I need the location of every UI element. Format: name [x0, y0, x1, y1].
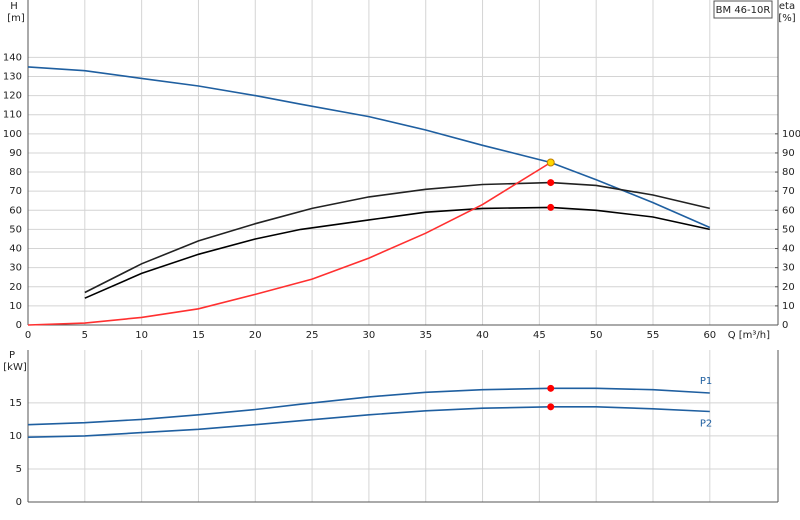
x-tick-label: 45 [533, 330, 546, 341]
y2-tick-label: 50 [782, 224, 795, 235]
y-axis-unit: [m] [7, 13, 25, 24]
title-box [713, 0, 773, 19]
y2-tick-label: 10 [782, 301, 795, 312]
y-tick-label: 40 [9, 244, 22, 255]
y2-tick-label: 80 [782, 167, 795, 178]
x-axis-label: Q [m³/h] [728, 330, 770, 341]
y2-tick-label: 40 [782, 244, 795, 255]
y2-tick-label: 60 [782, 205, 795, 216]
x-tick-label: 10 [135, 330, 148, 341]
y2-tick-label: 90 [782, 148, 795, 159]
x-tick-label: 20 [249, 330, 262, 341]
y-axis-unit: [kW] [3, 362, 27, 373]
x-tick-label: 15 [192, 330, 205, 341]
series-label: P2 [700, 418, 712, 429]
series-line [27, 161, 552, 326]
y2-tick-label: 20 [782, 282, 795, 293]
y2-axis-label: eta [779, 1, 795, 12]
y-tick-label: 120 [3, 91, 22, 102]
x-tick-label: 55 [647, 330, 660, 341]
y-tick-label: 50 [9, 224, 22, 235]
y2-tick-label: 0 [782, 320, 788, 331]
y-tick-label: 70 [9, 186, 22, 197]
y-tick-label: 100 [3, 129, 22, 140]
x-tick-label: 60 [703, 330, 716, 341]
y-tick-label: 15 [9, 398, 22, 409]
y-tick-label: 0 [16, 497, 22, 508]
y-tick-label: 90 [9, 148, 22, 159]
x-tick-label: 0 [25, 330, 31, 341]
series-line [84, 206, 710, 299]
y-tick-label: 5 [16, 464, 22, 475]
y2-axis-unit: [%] [778, 13, 795, 24]
y-tick-label: 130 [3, 71, 22, 82]
y-tick-label: 10 [9, 301, 22, 312]
series-line [27, 406, 710, 438]
y-tick-label: 30 [9, 263, 22, 274]
x-tick-label: 25 [306, 330, 319, 341]
chart-title: BM 46-10R [716, 5, 771, 16]
x-tick-label: 50 [590, 330, 603, 341]
operating-point [547, 384, 555, 392]
series-line [84, 181, 710, 294]
y-tick-label: 60 [9, 205, 22, 216]
x-tick-label: 30 [363, 330, 376, 341]
series-line [27, 387, 710, 426]
y-tick-label: 110 [3, 110, 22, 121]
y-axis-label: P [9, 350, 15, 361]
series-line [27, 66, 711, 229]
y-axis-label: H [10, 1, 18, 12]
x-tick-label: 5 [82, 330, 88, 341]
series-label: P1 [700, 376, 712, 387]
y-tick-label: 0 [16, 320, 22, 331]
x-tick-label: 35 [419, 330, 432, 341]
operating-point [547, 179, 555, 187]
y2-tick-label: 70 [782, 186, 795, 197]
y2-tick-label: 100 [782, 129, 800, 140]
y-tick-label: 80 [9, 167, 22, 178]
operating-point [547, 403, 555, 411]
y-tick-label: 20 [9, 282, 22, 293]
operating-point [546, 158, 555, 167]
y2-tick-label: 30 [782, 263, 795, 274]
y-tick-label: 140 [3, 52, 22, 63]
operating-point [547, 203, 555, 211]
y-tick-label: 10 [9, 431, 22, 442]
x-tick-label: 40 [476, 330, 489, 341]
